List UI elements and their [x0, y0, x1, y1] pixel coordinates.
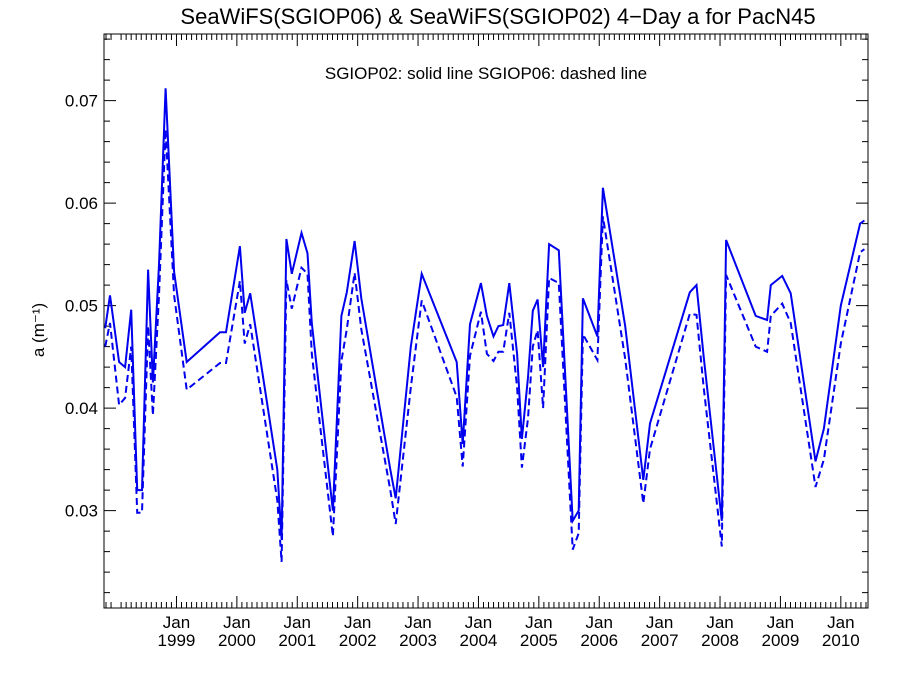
y-axis-label: a (m⁻¹) — [29, 303, 48, 357]
x-tick-month: Jan — [586, 613, 613, 632]
x-tick-month: Jan — [767, 613, 794, 632]
y-tick-label: 0.04 — [65, 399, 98, 418]
x-tick-year: 2006 — [580, 631, 618, 650]
axes: 0.030.040.050.060.07Jan1999Jan2000Jan200… — [65, 34, 868, 650]
x-tick-year: 2000 — [218, 631, 256, 650]
series-line-sgiop02 — [104, 88, 865, 540]
x-tick-year: 1999 — [158, 631, 196, 650]
series-line-sgiop06 — [104, 129, 865, 562]
x-tick-month: Jan — [223, 613, 250, 632]
chart-title: SeaWiFS(SGIOP06) & SeaWiFS(SGIOP02) 4−Da… — [180, 4, 815, 29]
x-tick-year: 2002 — [339, 631, 377, 650]
plot-series — [104, 88, 865, 562]
x-tick-month: Jan — [827, 613, 854, 632]
x-tick-year: 2005 — [520, 631, 558, 650]
x-tick-month: Jan — [284, 613, 311, 632]
y-tick-label: 0.05 — [65, 297, 98, 316]
x-tick-year: 2009 — [762, 631, 800, 650]
series-style-note: SGIOP02: solid line SGIOP06: dashed line — [325, 64, 647, 83]
x-tick-year: 2003 — [399, 631, 437, 650]
x-tick-month: Jan — [344, 613, 371, 632]
x-tick-month: Jan — [404, 613, 431, 632]
x-tick-year: 2001 — [278, 631, 316, 650]
x-tick-month: Jan — [163, 613, 190, 632]
x-tick-month: Jan — [525, 613, 552, 632]
x-tick-year: 2008 — [701, 631, 739, 650]
y-tick-label: 0.06 — [65, 194, 98, 213]
y-tick-label: 0.07 — [65, 92, 98, 111]
x-tick-month: Jan — [646, 613, 673, 632]
x-tick-year: 2007 — [641, 631, 679, 650]
x-tick-month: Jan — [706, 613, 733, 632]
y-tick-label: 0.03 — [65, 502, 98, 521]
x-tick-year: 2004 — [460, 631, 498, 650]
x-tick-month: Jan — [465, 613, 492, 632]
x-tick-year: 2010 — [822, 631, 860, 650]
plot-frame — [103, 33, 869, 609]
